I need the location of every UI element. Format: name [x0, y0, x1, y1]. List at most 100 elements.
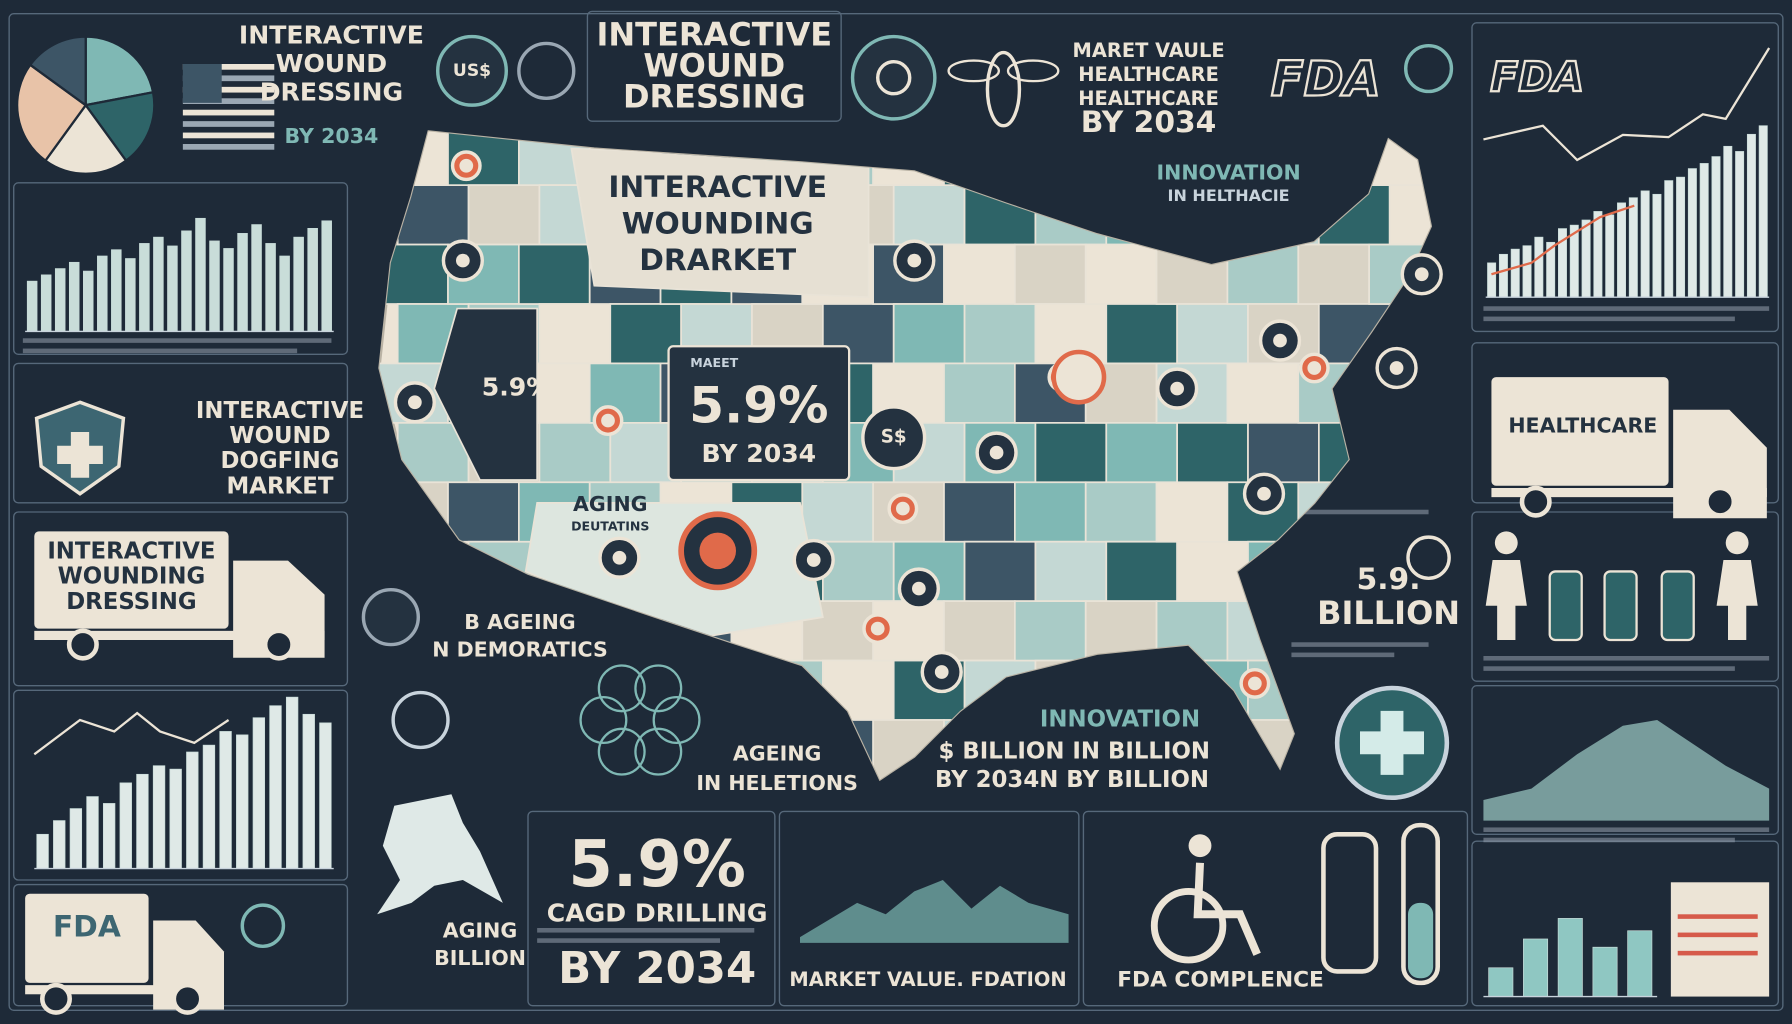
jar-icon	[1548, 570, 1583, 642]
bar	[1488, 967, 1514, 997]
bar	[1676, 176, 1686, 298]
map-pin-core	[1414, 267, 1429, 282]
bar	[1581, 219, 1591, 298]
map-pin-core	[912, 581, 926, 596]
map-pin-core	[896, 501, 910, 516]
bar	[251, 224, 262, 332]
bar	[265, 243, 276, 332]
label: WOUNDING	[622, 207, 814, 242]
bar	[1534, 236, 1544, 298]
badge	[861, 405, 927, 471]
flag-stripe	[182, 64, 275, 70]
bar	[136, 773, 149, 869]
state-region	[1176, 303, 1249, 365]
truck-chassis	[34, 630, 325, 640]
bar	[1522, 245, 1532, 298]
bottle-fill	[1408, 902, 1434, 979]
bar	[285, 696, 299, 869]
map-pin-core	[1307, 361, 1322, 375]
truck-body	[34, 531, 229, 629]
state-region	[963, 303, 1037, 365]
bar	[68, 261, 80, 332]
state-region	[1084, 481, 1158, 543]
person-head	[1494, 531, 1518, 555]
flag-stripe	[1677, 941, 1758, 947]
flag-stripe	[182, 121, 275, 127]
label: 5.9%	[689, 376, 828, 435]
label: N DEMORATICS	[432, 637, 608, 661]
state-region	[1176, 422, 1249, 484]
state-region	[518, 243, 591, 305]
label: INTERACTIVE	[596, 16, 832, 54]
map-pin	[1051, 349, 1107, 405]
bar	[236, 734, 249, 869]
state-region	[801, 481, 874, 543]
caption-line	[1291, 652, 1395, 658]
label: BY 2034	[285, 124, 379, 148]
state-region	[1084, 243, 1158, 305]
flag-stripe	[1677, 914, 1758, 919]
wheelchair-wheel	[1150, 888, 1227, 964]
person-body	[1485, 560, 1527, 640]
bar	[169, 768, 182, 869]
flag-stripe	[182, 109, 275, 116]
label: DOGFING	[220, 448, 339, 474]
panel	[1471, 22, 1779, 333]
panel	[1471, 685, 1779, 835]
state-region	[467, 184, 541, 246]
state-region	[1034, 540, 1108, 602]
map-pin-core	[934, 665, 949, 679]
truck-wheel	[171, 982, 204, 1015]
bar	[195, 217, 206, 332]
state-region	[538, 303, 612, 365]
label: BY 2034	[702, 439, 817, 468]
bar	[83, 270, 94, 332]
label: INTERACTIVE	[47, 538, 215, 564]
caption-line	[1483, 827, 1770, 832]
label: DRESSING	[260, 78, 403, 107]
area-chart	[1483, 720, 1770, 821]
bar	[1592, 946, 1618, 997]
flag-stripe	[182, 86, 275, 93]
bar	[1735, 151, 1745, 298]
state-region	[943, 362, 1016, 424]
map-pin-core	[601, 413, 615, 428]
label: CAGD DRILLING	[547, 898, 768, 927]
label: 5.9%	[568, 828, 746, 902]
bar	[26, 280, 38, 332]
label: HEALTHCARE	[1078, 87, 1219, 110]
bar	[1557, 918, 1583, 997]
map-pin-core	[456, 253, 470, 268]
bar	[54, 268, 66, 332]
bar	[86, 796, 99, 869]
label: MARKET	[227, 473, 334, 499]
area-chart	[800, 880, 1069, 943]
pie-slice	[28, 35, 87, 108]
label: INNOVATION	[1156, 161, 1300, 185]
state-region	[1155, 481, 1229, 543]
flower-petal	[579, 696, 628, 744]
bar	[139, 243, 150, 332]
bar	[307, 228, 318, 332]
label: INTERACTIVE	[608, 170, 827, 205]
state-region	[822, 540, 895, 602]
bar	[1746, 133, 1756, 298]
map-pin-core	[1248, 676, 1262, 691]
bar	[1699, 163, 1709, 298]
panel	[527, 810, 776, 1007]
flower-petal	[634, 727, 683, 776]
caption-line	[22, 338, 332, 343]
icon	[1406, 535, 1451, 580]
panel	[8, 13, 1784, 1011]
label: DRESSING	[623, 77, 806, 115]
label: INTERACTIVE	[196, 398, 364, 424]
bar	[1723, 145, 1733, 298]
icon	[361, 588, 420, 647]
label: BY 2034	[1081, 105, 1217, 140]
label: FDA	[53, 910, 121, 945]
bar	[152, 765, 166, 869]
bar	[1487, 262, 1497, 298]
truck-wheel	[40, 982, 72, 1015]
caption-line	[22, 348, 298, 354]
bar	[1758, 125, 1768, 298]
